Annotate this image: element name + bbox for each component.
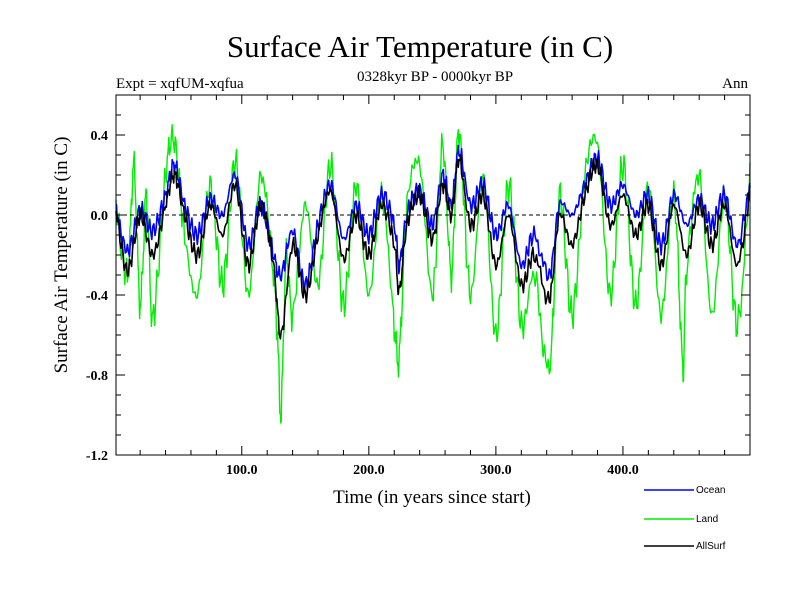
plot-area: 100.0 200.0 300.0 400.0 -1.2 -0.8 -0.4 0.0 0.4 — [86, 94, 751, 478]
season-label: Ann — [722, 76, 748, 92]
y-axis-label: Surface Air Temperature (in C) — [51, 137, 72, 374]
y-tick-label: -0.4 — [86, 289, 108, 304]
legend-label-ocean: Ocean — [696, 485, 725, 496]
legend: Ocean Land AllSurf — [644, 485, 726, 552]
x-axis-label: Time (in years since start) — [333, 487, 531, 508]
series-line-allsurf — [115, 155, 751, 340]
plot-frame — [115, 94, 751, 456]
series-line-ocean — [115, 144, 751, 294]
y-tick-label: -1.2 — [86, 449, 108, 464]
chart-subtitle: 0328kyr BP - 0000kyr BP — [357, 69, 513, 85]
series-line-land — [115, 124, 751, 424]
x-tick-label: 200.0 — [353, 463, 385, 478]
expt-label: Expt = xqfUM-xqfua — [116, 76, 244, 92]
y-tick-label: -0.8 — [86, 369, 108, 384]
y-tick-label: 0.4 — [91, 129, 109, 144]
chart-title: Surface Air Temperature (in C) — [227, 29, 613, 64]
legend-label-allsurf: AllSurf — [696, 541, 726, 552]
x-tick-label: 100.0 — [226, 463, 258, 478]
legend-label-land: Land — [696, 514, 718, 525]
x-tick-label: 300.0 — [480, 463, 512, 478]
y-tick-label: 0.0 — [91, 209, 109, 224]
x-tick-label: 400.0 — [607, 463, 639, 478]
